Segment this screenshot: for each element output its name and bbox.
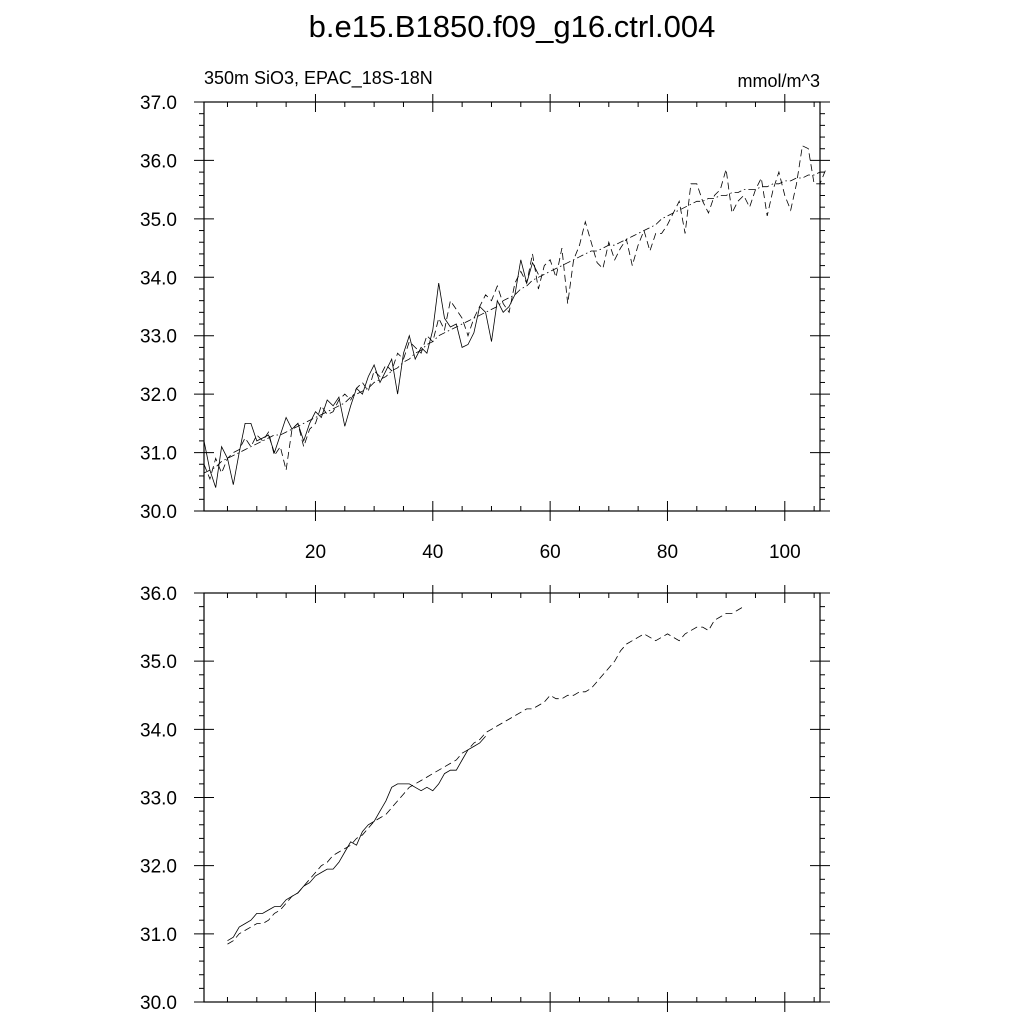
y-tick-label: 34.0 [140, 268, 177, 289]
figure-title: b.e15.B1850.f09_g16.ctrl.004 [309, 9, 716, 44]
y-tick-label: 32.0 [140, 857, 177, 878]
y-tick-label: 30.0 [140, 502, 177, 523]
y-tick-label: 35.0 [140, 210, 177, 231]
series-line-dash-dot [203, 171, 821, 474]
x-tick-label: 100 [769, 542, 801, 563]
plot-frame [203, 592, 821, 1003]
y-tick-label: 31.0 [140, 444, 177, 465]
top-panel-left-label: 350m SiO3, EPAC_18S-18N [204, 68, 433, 89]
plot-frame [203, 101, 821, 512]
series-line-dashed [203, 145, 827, 481]
x-tick-label: 40 [422, 542, 443, 563]
series-line-dashed [227, 606, 744, 945]
x-tick-label: 60 [540, 542, 561, 563]
y-tick-label: 35.0 [140, 652, 177, 673]
y-tick-label: 37.0 [140, 93, 177, 114]
series-line-solid [227, 735, 486, 942]
y-tick-label: 33.0 [140, 327, 177, 348]
series-line-solid [203, 259, 539, 488]
y-tick-label: 30.0 [140, 993, 177, 1014]
y-tick-label: 34.0 [140, 720, 177, 741]
top-panel-units-label: mmol/m^3 [738, 71, 820, 91]
x-tick-label: 80 [657, 542, 678, 563]
bottom-panel: 30.0 31.0 32.0 33.0 34.0 35.0 36.0 [140, 584, 830, 1014]
y-tick-label: 32.0 [140, 385, 177, 406]
y-tick-label: 31.0 [140, 925, 177, 946]
y-tick-label: 36.0 [140, 151, 177, 172]
top-panel: 20 40 60 80 100 30.0 31.0 32.0 33.0 34.0 35.0 36.0 3… [140, 93, 830, 563]
y-tick-label: 36.0 [140, 584, 177, 605]
x-tick-label: 20 [305, 542, 326, 563]
y-tick-label: 33.0 [140, 789, 177, 810]
